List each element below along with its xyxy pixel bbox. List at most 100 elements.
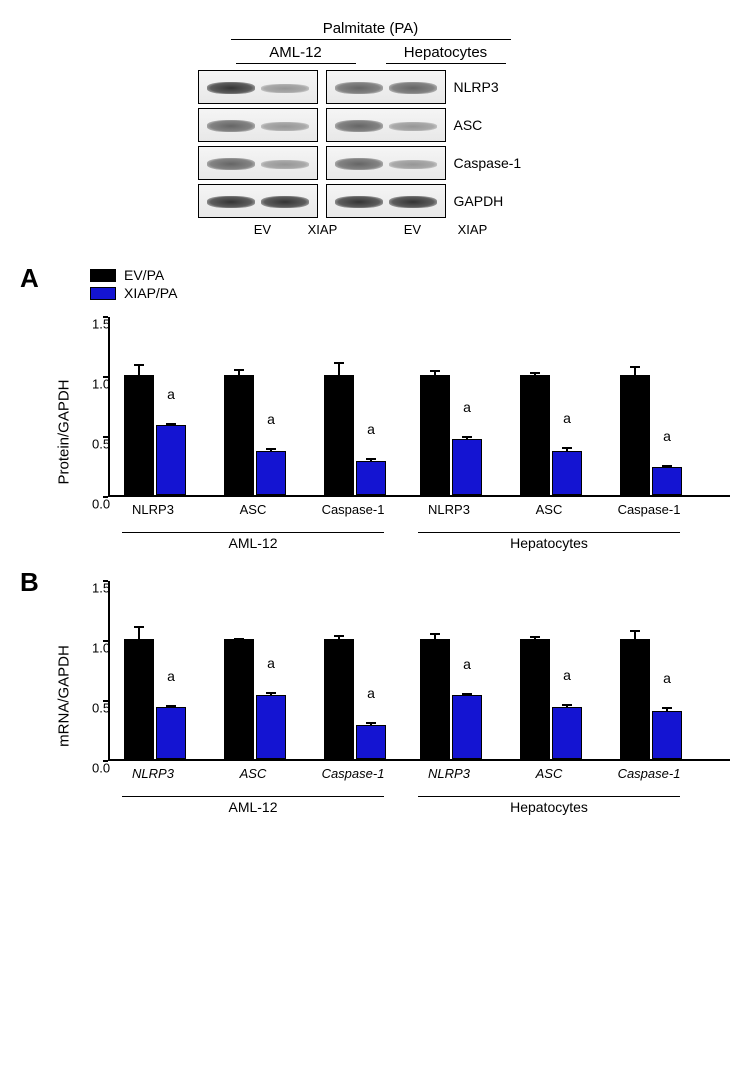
legend-label: XIAP/PA bbox=[124, 285, 177, 301]
blot-row-label: Caspase-1 bbox=[454, 155, 544, 171]
blot-row-label: GAPDH bbox=[454, 193, 544, 209]
chart-b: mRNA/GAPDH aaaaaa 0.00.51.01.5NLRP3ASCCa… bbox=[70, 571, 730, 821]
panel-letter: B bbox=[20, 567, 39, 598]
blot-row-label: ASC bbox=[454, 117, 544, 133]
y-tick-mark bbox=[103, 496, 108, 498]
significance-marker: a bbox=[167, 668, 175, 684]
y-tick-label: 1.0 bbox=[92, 377, 110, 392]
error-bar bbox=[170, 705, 172, 709]
blot-band bbox=[207, 82, 255, 94]
error-bar bbox=[370, 722, 372, 727]
error-bar bbox=[534, 636, 536, 640]
blot-band-box bbox=[198, 184, 318, 218]
blot-band-box bbox=[198, 146, 318, 180]
bar-ev bbox=[124, 375, 154, 495]
y-tick-label: 1.5 bbox=[92, 317, 110, 332]
error-bar bbox=[666, 465, 668, 469]
blot-group-label: AML-12 bbox=[236, 44, 356, 64]
y-tick-mark bbox=[103, 316, 108, 318]
significance-marker: a bbox=[267, 655, 275, 671]
bar-xiap bbox=[552, 451, 582, 495]
blot-band bbox=[207, 158, 255, 170]
y-tick-mark bbox=[103, 760, 108, 762]
bar-xiap bbox=[256, 451, 286, 495]
significance-marker: a bbox=[563, 410, 571, 426]
blot-band bbox=[261, 196, 309, 208]
significance-marker: a bbox=[267, 411, 275, 427]
bar-xiap bbox=[552, 707, 582, 759]
error-bar bbox=[138, 364, 140, 376]
y-tick-label: 1.5 bbox=[92, 581, 110, 596]
bar-ev bbox=[520, 639, 550, 759]
blot-band bbox=[261, 160, 309, 169]
bar-xiap bbox=[652, 467, 682, 495]
y-axis-label: mRNA/GAPDH bbox=[56, 645, 73, 747]
error-bar bbox=[238, 638, 240, 640]
bar-xiap bbox=[256, 695, 286, 759]
bar-ev bbox=[420, 375, 450, 495]
bar-xiap bbox=[356, 725, 386, 759]
blot-band bbox=[261, 84, 309, 93]
lane-label: EV bbox=[254, 222, 271, 237]
x-group-line bbox=[122, 532, 384, 534]
y-tick-mark bbox=[103, 580, 108, 582]
significance-marker: a bbox=[367, 421, 375, 437]
blot-band bbox=[335, 82, 383, 94]
x-category-label: ASC bbox=[240, 766, 267, 781]
error-bar bbox=[634, 630, 636, 640]
blot-top-label: Palmitate (PA) bbox=[231, 20, 511, 40]
blot-lane-labels: EV XIAP EV XIAP bbox=[151, 222, 591, 237]
error-bar bbox=[466, 436, 468, 440]
y-tick-label: 0.0 bbox=[92, 497, 110, 512]
blot-band-box bbox=[198, 108, 318, 142]
blot-band bbox=[335, 196, 383, 208]
error-bar bbox=[370, 458, 372, 463]
error-bar bbox=[434, 633, 436, 640]
plot-area: aaaaaa bbox=[108, 317, 730, 497]
bars-container: aaaaaa bbox=[110, 317, 730, 495]
panel-letter: A bbox=[20, 263, 39, 294]
legend-item: EV/PA bbox=[90, 267, 721, 283]
x-category-label: ASC bbox=[240, 502, 267, 517]
bar-ev bbox=[620, 375, 650, 495]
x-category-label: Caspase-1 bbox=[322, 502, 385, 517]
blot-band-box bbox=[326, 184, 446, 218]
lane-label: XIAP bbox=[308, 222, 338, 237]
significance-marker: a bbox=[167, 386, 175, 402]
bar-xiap bbox=[652, 711, 682, 759]
x-category-label: ASC bbox=[536, 502, 563, 517]
blot-row: Caspase-1 bbox=[151, 146, 591, 180]
blot-band bbox=[389, 196, 437, 208]
blot-rows: NLRP3 ASC Caspase-1 GAPDH bbox=[151, 70, 591, 218]
x-group-label: AML-12 bbox=[228, 799, 277, 815]
x-group-label: Hepatocytes bbox=[510, 799, 588, 815]
blot-row: GAPDH bbox=[151, 184, 591, 218]
bar-xiap bbox=[156, 425, 186, 495]
significance-marker: a bbox=[663, 428, 671, 444]
blot-row-label: NLRP3 bbox=[454, 79, 544, 95]
error-bar bbox=[666, 707, 668, 712]
x-category-label: Caspase-1 bbox=[618, 502, 681, 517]
y-axis-label: Protein/GAPDH bbox=[56, 379, 73, 484]
x-category-label: NLRP3 bbox=[428, 502, 470, 517]
x-category-label: NLRP3 bbox=[428, 766, 470, 781]
panel-b: B mRNA/GAPDH aaaaaa 0.00.51.01.5NLRP3ASC… bbox=[20, 571, 721, 821]
panel-a: A EV/PA XIAP/PA Protein/GAPDH aaaaaa 0.0… bbox=[20, 267, 721, 557]
bar-ev bbox=[420, 639, 450, 759]
legend-item: XIAP/PA bbox=[90, 285, 721, 301]
x-category-label: Caspase-1 bbox=[322, 766, 385, 781]
bar-ev bbox=[224, 639, 254, 759]
y-tick-mark bbox=[103, 376, 108, 378]
legend-swatch-ev bbox=[90, 269, 116, 282]
blot-band bbox=[389, 122, 437, 131]
bars-container: aaaaaa bbox=[110, 581, 730, 759]
error-bar bbox=[338, 635, 340, 640]
bar-xiap bbox=[356, 461, 386, 495]
bar-ev bbox=[124, 639, 154, 759]
error-bar bbox=[634, 366, 636, 376]
bar-xiap bbox=[156, 707, 186, 759]
x-category-label: Caspase-1 bbox=[618, 766, 681, 781]
significance-marker: a bbox=[463, 656, 471, 672]
blot-row: NLRP3 bbox=[151, 70, 591, 104]
blot-band-box bbox=[326, 108, 446, 142]
